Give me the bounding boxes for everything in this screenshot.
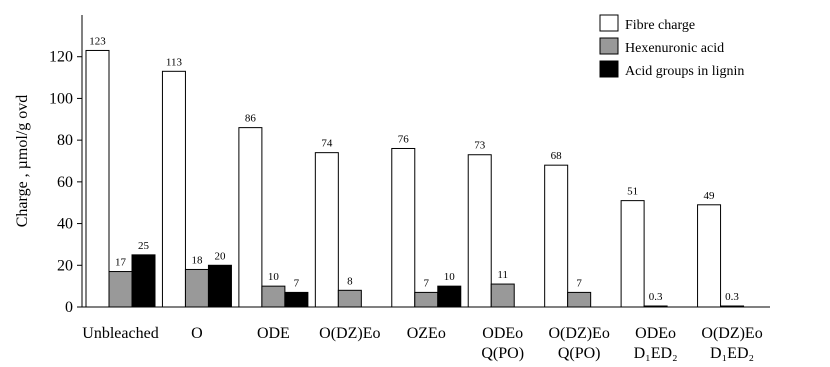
bar: [161, 70, 186, 308]
category-label: ODEo: [635, 325, 676, 342]
legend-label: Hexenuronic acid: [625, 41, 724, 56]
bar: [697, 204, 722, 308]
category-label: O(DZ)Eo: [319, 325, 380, 342]
data-label: 18: [191, 254, 203, 266]
data-label: 7: [576, 277, 582, 289]
data-label: 76: [398, 133, 410, 145]
data-label: 68: [551, 150, 563, 162]
bars: [85, 49, 745, 308]
legend-swatch: [599, 37, 619, 55]
legend: Fibre charge Hexenuronic acid Acid groups …: [599, 14, 744, 79]
bar: [337, 289, 362, 308]
category-label: Q(PO): [558, 345, 601, 362]
y-tick-label: 20: [57, 257, 73, 274]
category-label: OZEo: [407, 325, 446, 342]
legend-swatch: [599, 14, 619, 32]
bar: [567, 291, 592, 308]
category-label: Unbleached: [82, 325, 158, 342]
category-label: O(DZ)Eo: [701, 325, 762, 342]
data-label: 10: [444, 271, 456, 283]
data-label: 7: [424, 277, 430, 289]
bar: [85, 49, 110, 308]
bar: [207, 264, 232, 308]
data-label: 25: [138, 240, 150, 252]
category-label: ODE: [257, 325, 290, 342]
category-label: O: [191, 325, 203, 342]
bar: [720, 305, 745, 308]
y-tick-label: 60: [57, 174, 73, 191]
data-label: 123: [89, 35, 106, 47]
bar: [620, 200, 645, 308]
bar: [238, 127, 263, 308]
y-ticks: 0 20 40 60 80 100 120: [49, 49, 82, 316]
data-label: 51: [627, 186, 638, 198]
bar: [490, 283, 515, 308]
data-label: 0.3: [649, 291, 663, 303]
data-label: 17: [115, 257, 127, 269]
bar: [108, 271, 133, 308]
bar: [184, 268, 209, 308]
bar: [261, 285, 286, 308]
legend-label: Fibre charge: [625, 18, 695, 33]
category-label: D₁ED₂: [634, 345, 678, 362]
legend-label: Acid groups in lignin: [625, 64, 744, 79]
data-label: 0.3: [725, 291, 739, 303]
bar: [544, 164, 569, 308]
data-label: 11: [497, 269, 508, 281]
bar: [467, 154, 492, 308]
y-tick-label: 40: [57, 216, 73, 233]
bar: [284, 291, 309, 308]
data-label: 74: [321, 138, 333, 150]
data-label: 7: [294, 277, 300, 289]
y-tick-label: 120: [49, 49, 73, 66]
bar: [314, 152, 339, 308]
y-tick-label: 100: [49, 90, 73, 107]
bar: [643, 305, 668, 308]
y-axis-title: Charge , µmol/g ovd: [14, 95, 31, 227]
bar: [131, 254, 156, 308]
y-tick-label: 80: [57, 132, 73, 149]
data-label: 86: [245, 113, 257, 125]
category-label: D₁ED₂: [710, 345, 754, 362]
data-label: 49: [704, 190, 716, 202]
data-label: 10: [268, 271, 280, 283]
category-labels: Unbleached O ODE O(DZ)Eo OZEo ODEo Q(PO) O(DZ)E…: [82, 325, 762, 362]
y-tick-label: 0: [65, 299, 73, 316]
data-label: 8: [347, 275, 353, 287]
value-labels: 123 17 25 113 18 20 86 10 7 74 8 76 7 10 73 11 68 7 51 0.3 4…: [89, 35, 739, 303]
bar: [437, 285, 462, 308]
data-label: 73: [474, 140, 486, 152]
y-axis-title-text: Charge , µmol/g ovd: [14, 95, 31, 227]
category-label: ODEo: [482, 325, 523, 342]
bar: [414, 291, 439, 308]
data-label: 113: [166, 56, 183, 68]
legend-swatch: [599, 60, 619, 78]
data-label: 20: [214, 250, 226, 262]
category-label: O(DZ)Eo: [549, 325, 610, 342]
bar: [391, 147, 416, 308]
category-label: Q(PO): [481, 345, 524, 362]
